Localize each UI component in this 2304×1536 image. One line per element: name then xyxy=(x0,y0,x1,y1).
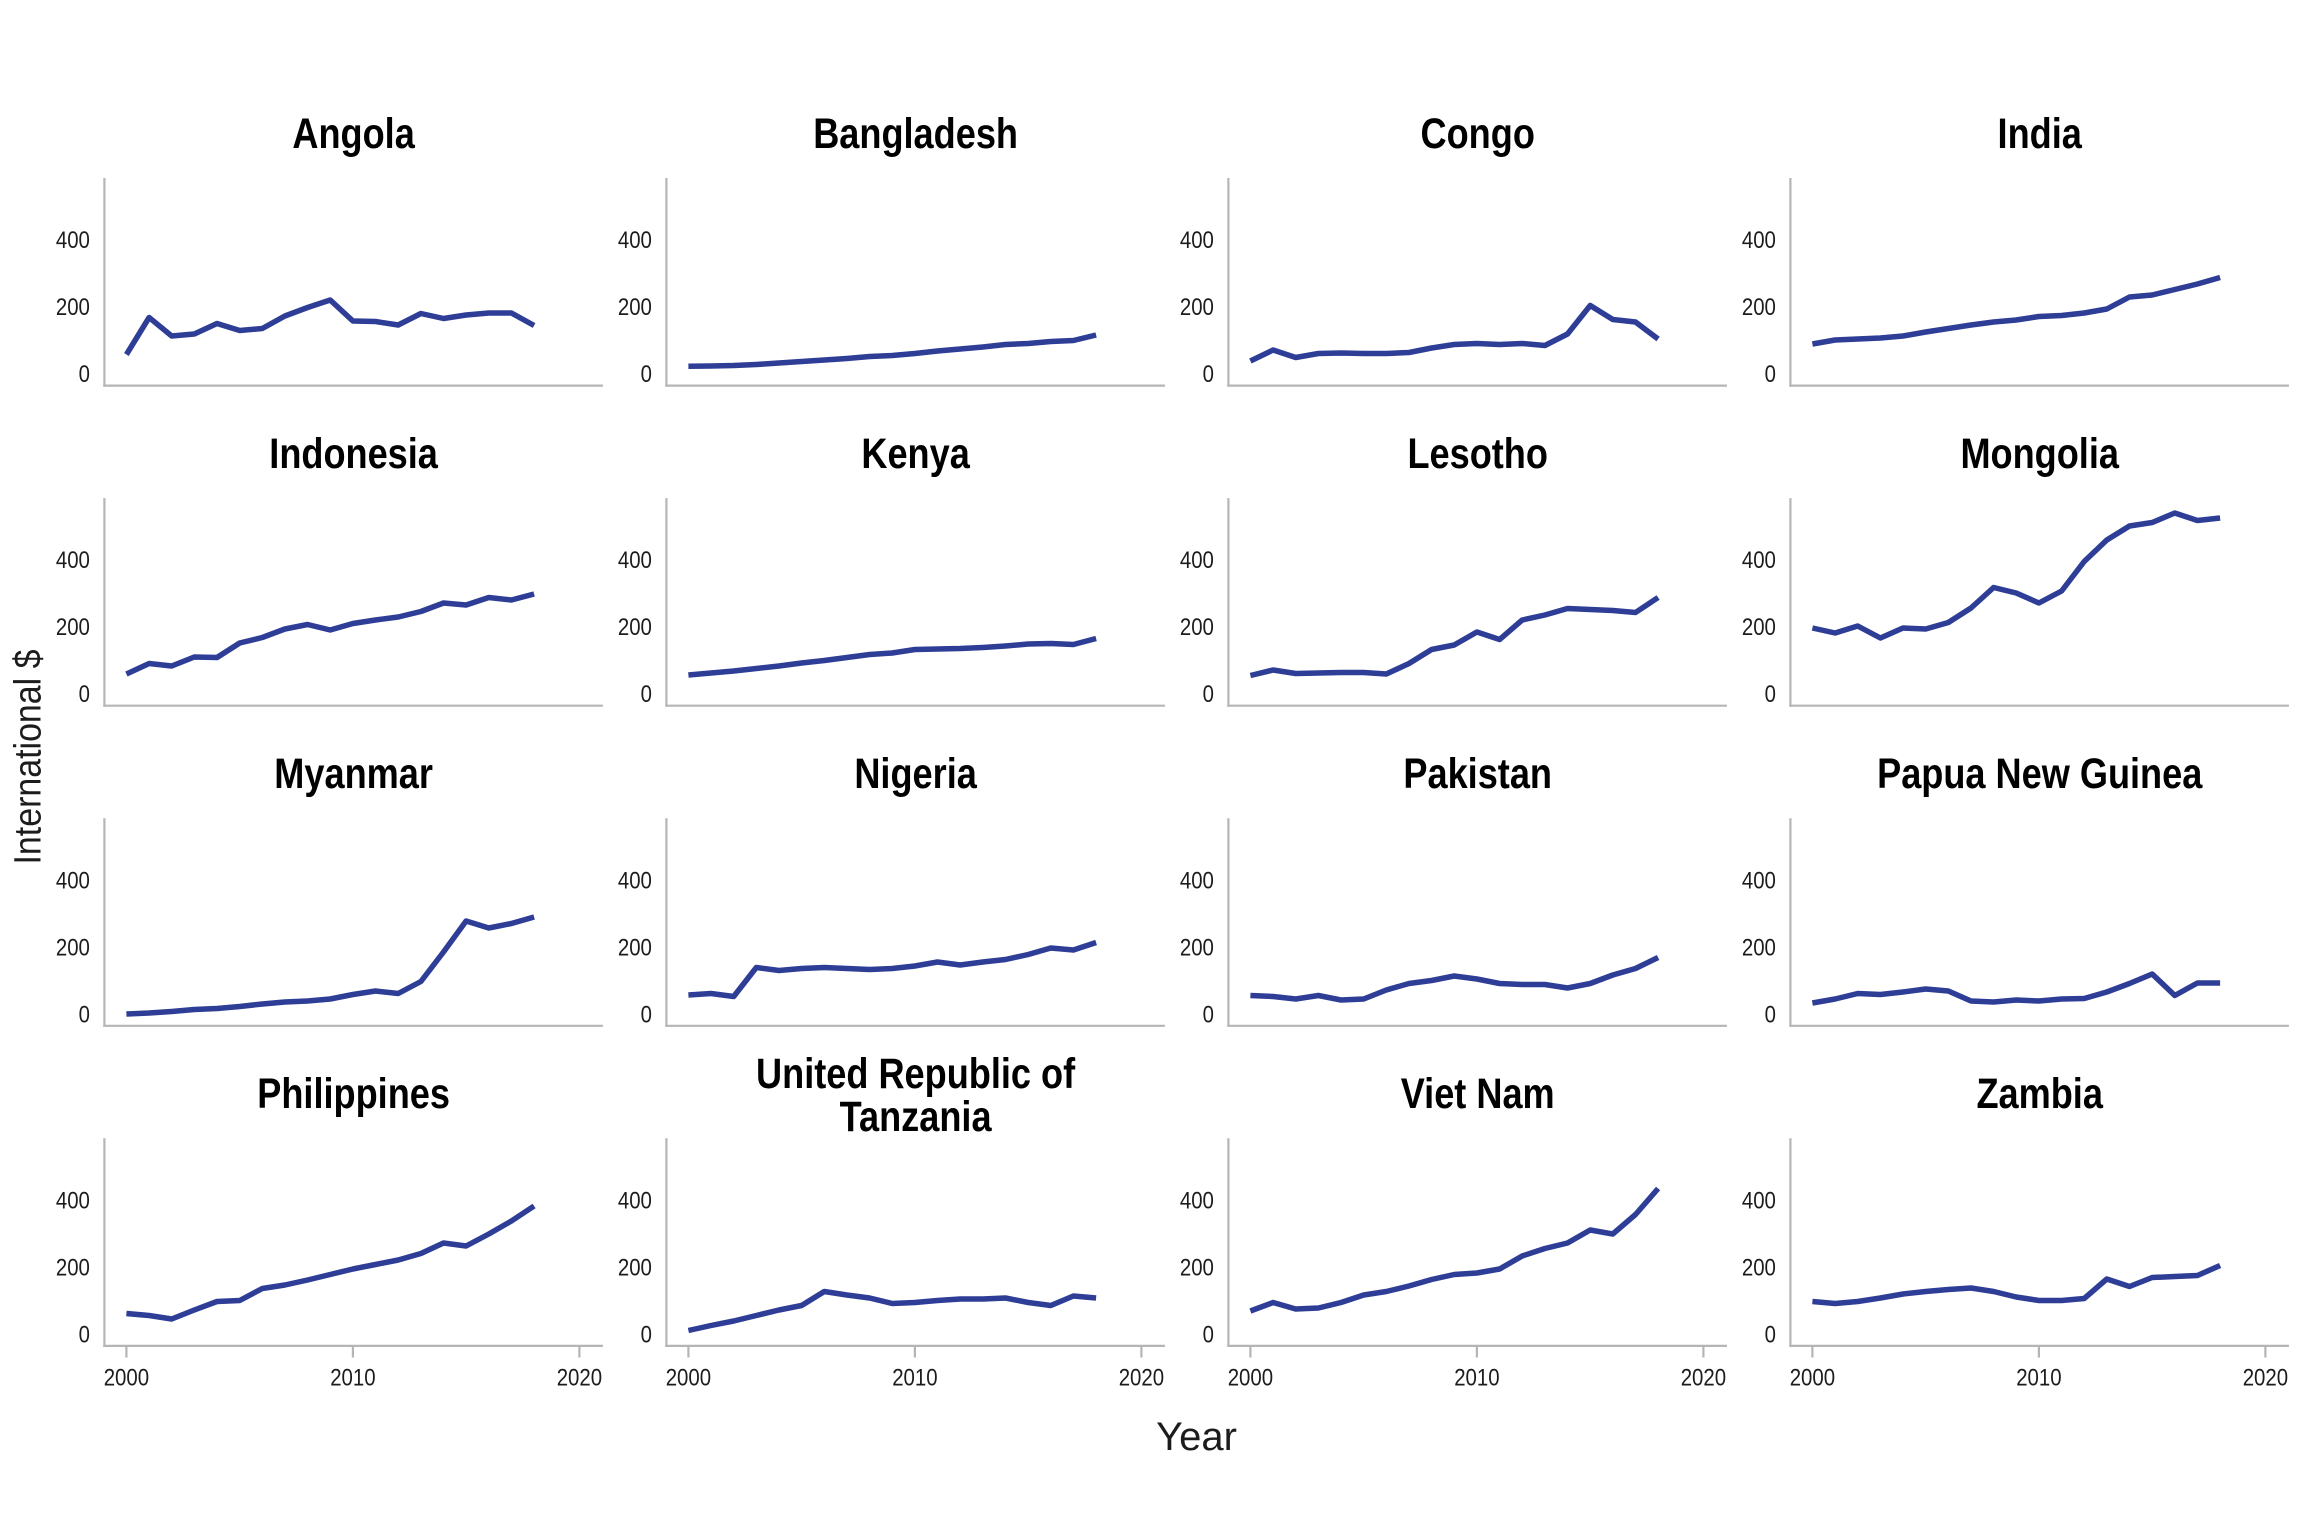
svg-text:0: 0 xyxy=(1765,1001,1776,1028)
svg-text:Bangladesh: Bangladesh xyxy=(813,111,1018,158)
svg-text:400: 400 xyxy=(56,227,90,254)
svg-text:400: 400 xyxy=(56,547,90,574)
svg-text:200: 200 xyxy=(1180,294,1214,321)
svg-text:2000: 2000 xyxy=(104,1364,149,1391)
svg-text:200: 200 xyxy=(1742,1254,1776,1281)
svg-text:2000: 2000 xyxy=(1790,1364,1835,1391)
svg-text:400: 400 xyxy=(1180,1187,1214,1214)
svg-text:2000: 2000 xyxy=(1228,1364,1273,1391)
svg-text:400: 400 xyxy=(618,1187,652,1214)
svg-text:400: 400 xyxy=(618,867,652,894)
svg-text:Pakistan: Pakistan xyxy=(1403,751,1552,798)
svg-text:400: 400 xyxy=(1742,547,1776,574)
svg-text:200: 200 xyxy=(1180,1254,1214,1281)
svg-text:400: 400 xyxy=(56,867,90,894)
svg-text:0: 0 xyxy=(79,681,90,708)
svg-text:400: 400 xyxy=(1180,547,1214,574)
svg-text:Kenya: Kenya xyxy=(861,431,970,478)
svg-text:Indonesia: Indonesia xyxy=(269,431,438,478)
svg-text:200: 200 xyxy=(618,294,652,321)
svg-text:Viet Nam: Viet Nam xyxy=(1401,1071,1555,1118)
svg-text:Lesotho: Lesotho xyxy=(1407,431,1548,478)
svg-text:200: 200 xyxy=(618,934,652,961)
svg-text:0: 0 xyxy=(1765,1321,1776,1348)
svg-text:Year: Year xyxy=(1156,1415,1237,1459)
svg-text:200: 200 xyxy=(1180,934,1214,961)
svg-text:Tanzania: Tanzania xyxy=(840,1094,992,1141)
svg-text:200: 200 xyxy=(56,1254,90,1281)
svg-text:200: 200 xyxy=(1180,614,1214,641)
svg-text:2020: 2020 xyxy=(1119,1364,1164,1391)
svg-text:International $: International $ xyxy=(8,650,50,865)
svg-text:United Republic of: United Republic of xyxy=(756,1051,1076,1098)
svg-text:2010: 2010 xyxy=(2016,1364,2061,1391)
svg-text:Philippines: Philippines xyxy=(257,1071,450,1118)
svg-text:0: 0 xyxy=(1203,1001,1214,1028)
svg-text:0: 0 xyxy=(1203,681,1214,708)
svg-text:2010: 2010 xyxy=(892,1364,937,1391)
svg-text:0: 0 xyxy=(1203,1321,1214,1348)
svg-text:0: 0 xyxy=(641,1001,652,1028)
svg-text:Zambia: Zambia xyxy=(1976,1071,2103,1118)
svg-text:200: 200 xyxy=(56,614,90,641)
svg-text:2020: 2020 xyxy=(557,1364,602,1391)
svg-text:Nigeria: Nigeria xyxy=(854,751,977,798)
svg-text:Mongolia: Mongolia xyxy=(1960,431,2119,478)
svg-text:0: 0 xyxy=(641,361,652,388)
svg-text:400: 400 xyxy=(56,1187,90,1214)
svg-text:0: 0 xyxy=(641,681,652,708)
svg-text:2010: 2010 xyxy=(330,1364,375,1391)
svg-text:200: 200 xyxy=(1742,294,1776,321)
svg-text:200: 200 xyxy=(56,294,90,321)
svg-text:0: 0 xyxy=(1765,681,1776,708)
svg-text:400: 400 xyxy=(618,227,652,254)
svg-text:Angola: Angola xyxy=(292,111,415,158)
svg-text:0: 0 xyxy=(641,1321,652,1348)
svg-text:400: 400 xyxy=(1742,227,1776,254)
svg-text:2010: 2010 xyxy=(1454,1364,1499,1391)
svg-text:Papua New Guinea: Papua New Guinea xyxy=(1877,751,2203,798)
svg-text:400: 400 xyxy=(618,547,652,574)
svg-text:0: 0 xyxy=(1765,361,1776,388)
svg-text:400: 400 xyxy=(1742,1187,1776,1214)
svg-text:200: 200 xyxy=(1742,934,1776,961)
svg-text:400: 400 xyxy=(1742,867,1776,894)
svg-text:2000: 2000 xyxy=(666,1364,711,1391)
svg-text:200: 200 xyxy=(56,934,90,961)
svg-text:India: India xyxy=(1998,111,2083,158)
svg-text:Congo: Congo xyxy=(1421,111,1535,158)
svg-text:200: 200 xyxy=(618,1254,652,1281)
svg-text:200: 200 xyxy=(1742,614,1776,641)
svg-text:200: 200 xyxy=(618,614,652,641)
svg-text:0: 0 xyxy=(79,1321,90,1348)
svg-text:0: 0 xyxy=(79,361,90,388)
svg-text:Myanmar: Myanmar xyxy=(274,751,433,798)
svg-text:0: 0 xyxy=(1203,361,1214,388)
svg-text:2020: 2020 xyxy=(2243,1364,2288,1391)
svg-text:400: 400 xyxy=(1180,867,1214,894)
svg-text:2020: 2020 xyxy=(1681,1364,1726,1391)
svg-text:400: 400 xyxy=(1180,227,1214,254)
svg-text:0: 0 xyxy=(79,1001,90,1028)
